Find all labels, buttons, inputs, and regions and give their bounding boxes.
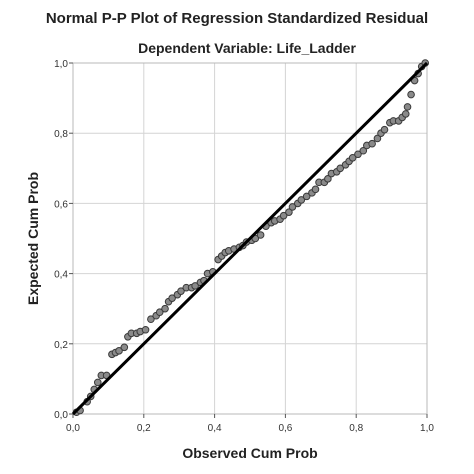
x-axis-ticks: 0,0 0,2 0,4 0,6 0,8 1,0: [66, 414, 434, 434]
data-point: [336, 164, 345, 173]
reference-line: [71, 61, 429, 416]
data-point: [359, 146, 368, 155]
x-tick-label: 1,0: [420, 423, 434, 434]
data-point: [324, 175, 332, 183]
data-point: [191, 282, 199, 290]
y-tick-label: 0,0: [54, 410, 68, 421]
y-tick-label: 0,4: [54, 270, 68, 281]
data-point: [93, 378, 102, 387]
data-point: [403, 103, 412, 111]
data-point: [120, 343, 129, 352]
y-axis-label: Expected Cum Prob: [25, 172, 41, 305]
x-tick-label: 0,0: [66, 423, 80, 434]
data-point: [147, 315, 155, 324]
data-point: [288, 203, 297, 211]
y-tick-label: 1,0: [54, 59, 68, 70]
y-tick-label: 0,6: [54, 199, 68, 210]
data-point: [177, 287, 185, 295]
data-point: [302, 192, 311, 201]
plot-area-frame: [72, 62, 428, 415]
data-point: [368, 139, 376, 148]
data-point: [155, 308, 164, 317]
y-axis-ticks: 0,0 0,2 0,4 0,6 0,8 1,0: [54, 59, 73, 421]
data-point: [380, 125, 389, 134]
x-tick-label: 0,4: [208, 423, 222, 434]
data-point: [279, 211, 288, 220]
data-point: [168, 294, 176, 302]
x-tick-label: 0,2: [137, 423, 151, 434]
data-point: [348, 153, 357, 162]
data-point: [285, 208, 293, 216]
data-point: [141, 325, 150, 334]
grid-lines: [73, 63, 427, 414]
data-point: [161, 304, 169, 313]
data-point: [373, 134, 382, 143]
data-point: [297, 196, 306, 204]
data-point: [354, 150, 362, 159]
y-tick-label: 0,8: [54, 129, 68, 140]
x-axis-label: Observed Cum Prob: [182, 445, 317, 461]
data-point: [407, 90, 415, 99]
data-point: [401, 110, 410, 118]
y-tick-label: 0,2: [54, 340, 68, 351]
data-point: [256, 231, 265, 239]
data-point: [311, 185, 320, 194]
x-tick-label: 0,6: [278, 423, 292, 434]
data-point: [115, 347, 123, 355]
x-tick-label: 0,8: [349, 423, 363, 434]
chart-title: Normal P-P Plot of Regression Standardiz…: [45, 10, 429, 27]
chart-subtitle: Dependent Variable: Life_Ladder: [138, 40, 356, 56]
